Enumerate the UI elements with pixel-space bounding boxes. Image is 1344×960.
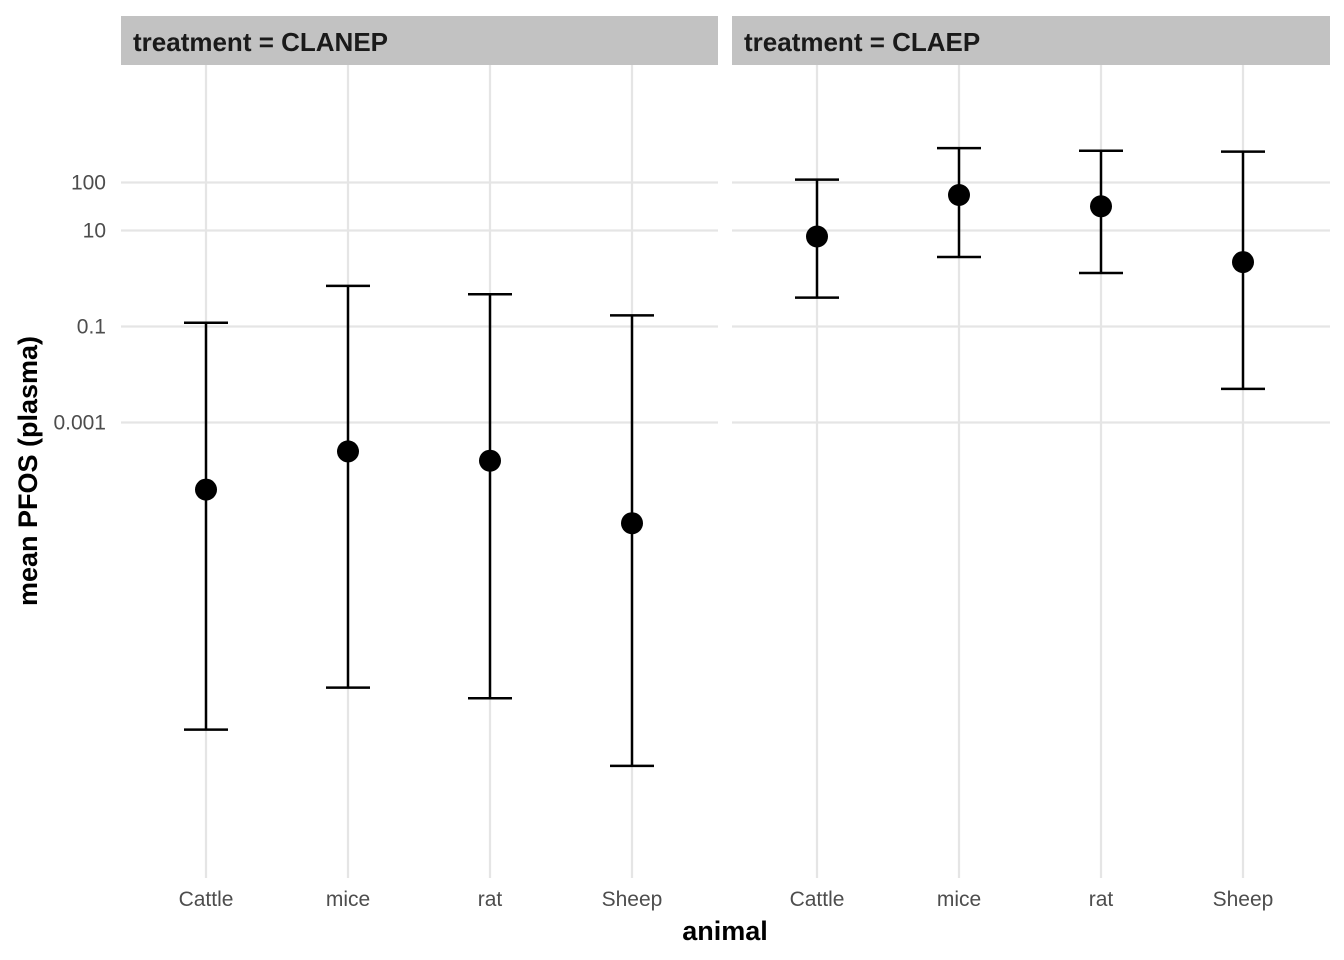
errorbar-cattle [184, 321, 228, 731]
mean-point-sheep [1232, 251, 1254, 274]
facet-strip [121, 16, 718, 65]
x-tick-label: rat [478, 888, 503, 911]
x-tick-label: Cattle [790, 888, 845, 911]
y-tick-label: 100 [71, 172, 106, 195]
mean-point-mice [948, 184, 970, 206]
facet-strip [732, 16, 1330, 65]
y-tick-label: 0.1 [77, 316, 106, 339]
errorbar-rat [468, 292, 512, 700]
y-tick-label: 10 [83, 220, 106, 243]
y-tick-label: 0.001 [53, 412, 106, 435]
mean-point-cattle [195, 478, 217, 501]
mean-point-cattle [806, 225, 828, 248]
facet-strip-label: treatment = CLAEP [744, 27, 980, 57]
mean-point-mice [337, 440, 359, 463]
errorbar-mice [326, 284, 370, 689]
x-tick-label: mice [937, 888, 981, 911]
x-tick-label: Sheep [602, 888, 663, 911]
x-tick-label: Cattle [179, 888, 234, 911]
errorbar-sheep [610, 314, 654, 768]
x-tick-label: Sheep [1213, 888, 1274, 911]
facet-panel: treatment = CLAEP Cattle mice rat Sheep [732, 16, 1330, 911]
x-tick-label: mice [326, 888, 370, 911]
y-axis-title: mean PFOS (plasma) [13, 336, 43, 606]
facet-strip-label: treatment = CLANEP [133, 27, 388, 57]
x-axis-title: animal [682, 916, 768, 946]
x-tick-label: rat [1089, 888, 1114, 911]
mean-point-sheep [621, 512, 643, 535]
y-axis: 0.001 0.1 10 100 [53, 172, 106, 435]
mean-point-rat [479, 449, 501, 472]
facet-panel: treatment = CLANEP Cattle mice rat Sheep [121, 16, 718, 911]
mean-point-rat [1090, 195, 1112, 218]
